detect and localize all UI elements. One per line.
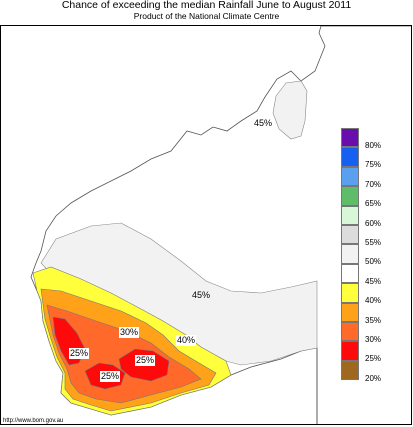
legend-label: 55% <box>365 237 382 247</box>
legend-label: 60% <box>365 218 382 228</box>
legend-item: 25% <box>341 341 411 364</box>
legend-swatch <box>341 147 359 167</box>
legend-item: 45% <box>341 263 411 286</box>
legend-swatch <box>341 224 359 245</box>
legend-label: 30% <box>365 334 382 344</box>
legend-swatch <box>341 283 359 303</box>
legend-item: 80% <box>341 128 411 150</box>
contour-label: 45% <box>254 118 273 128</box>
contour-label: 30% <box>119 327 140 338</box>
legend-swatch <box>341 341 359 361</box>
contour-label: 25% <box>135 355 156 366</box>
legend-swatch <box>341 128 359 148</box>
legend-swatch <box>341 244 359 264</box>
legend-swatch <box>341 263 359 284</box>
legend-item: 55% <box>341 224 411 247</box>
map-frame: 45% 45% 40% 30% 25% 25% 25% <box>0 25 412 425</box>
legend-label: 75% <box>365 160 382 170</box>
legend-swatch <box>341 302 359 322</box>
legend-item: 35% <box>341 302 411 325</box>
zone-50-north <box>272 80 308 140</box>
legend-swatch <box>341 166 359 187</box>
contour-label: 25% <box>69 348 90 359</box>
legend-item: 20% <box>341 360 411 383</box>
legend-swatch <box>341 321 359 342</box>
legend: 80% 75% 70% 65% 60% 55% 50% 45% 40% 35% 30% 25% 20% <box>341 128 411 383</box>
legend-label: 40% <box>365 296 382 306</box>
contour-label: 45% <box>192 290 211 300</box>
contour-label: 40% <box>176 335 197 346</box>
legend-item: 60% <box>341 205 411 228</box>
legend-label: 35% <box>365 315 382 325</box>
legend-item: 70% <box>341 166 411 189</box>
legend-swatch <box>341 205 359 225</box>
credit-url: http://www.bom.gov.au <box>3 418 64 424</box>
legend-item: 50% <box>341 244 411 267</box>
legend-label: 65% <box>365 199 382 209</box>
legend-swatch <box>341 186 359 206</box>
legend-label: 20% <box>365 373 382 383</box>
legend-swatch <box>341 360 359 381</box>
rainfall-probability-map <box>30 26 411 424</box>
legend-label: 25% <box>365 354 382 364</box>
map-subtitle: Product of the National Climate Centre <box>133 11 280 21</box>
legend-item: 40% <box>341 283 411 306</box>
legend-item: 30% <box>341 321 411 344</box>
legend-item: 65% <box>341 186 411 209</box>
legend-label: 50% <box>365 257 382 267</box>
map-title: Chance of exceeding the median Rainfall … <box>61 0 352 11</box>
legend-label: 80% <box>365 141 382 150</box>
legend-label: 70% <box>365 179 382 189</box>
contour-label: 25% <box>100 371 121 382</box>
legend-label: 45% <box>365 276 382 286</box>
legend-item: 75% <box>341 147 411 170</box>
